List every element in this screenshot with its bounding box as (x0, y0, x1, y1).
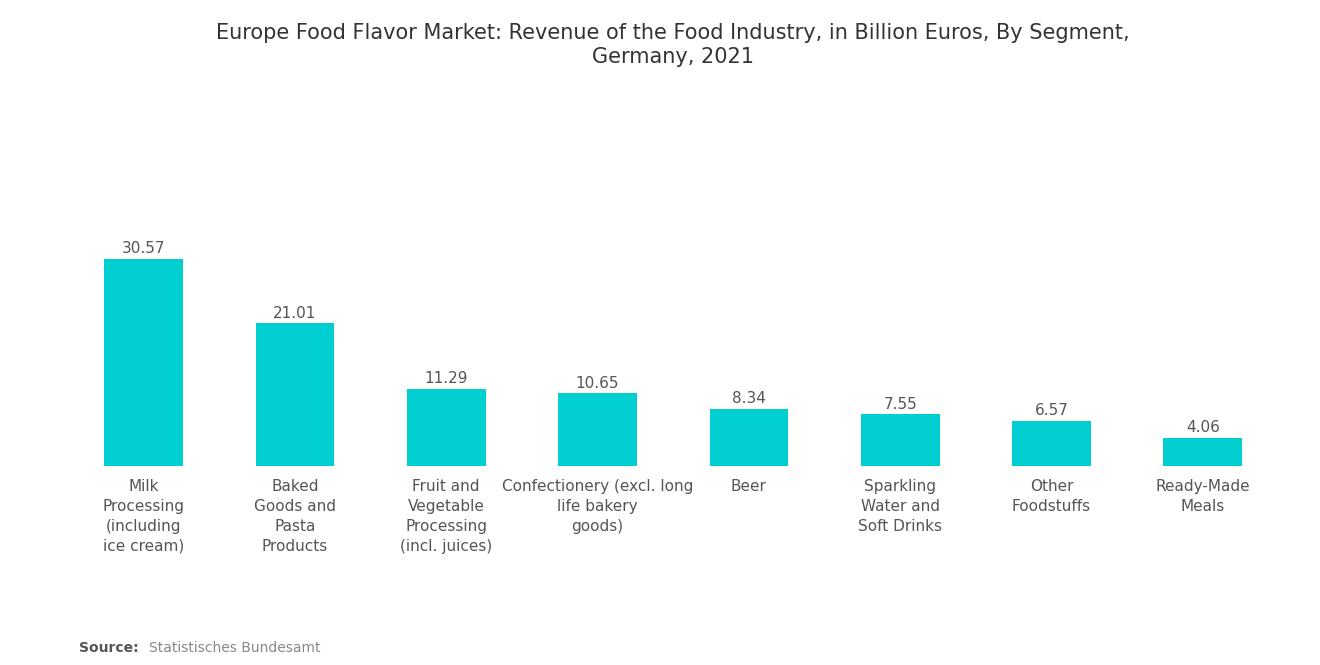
Text: 4.06: 4.06 (1185, 420, 1220, 436)
Bar (710, 409, 788, 465)
Bar (558, 394, 636, 466)
Bar (407, 389, 486, 466)
Bar (861, 414, 940, 466)
Bar (104, 259, 183, 466)
Text: 21.01: 21.01 (273, 305, 317, 321)
Text: Statistisches Bundesamt: Statistisches Bundesamt (149, 641, 321, 655)
Bar (256, 323, 334, 466)
Title: Europe Food Flavor Market: Revenue of the Food Industry, in Billion Euros, By Se: Europe Food Flavor Market: Revenue of th… (216, 23, 1130, 66)
Text: Source:: Source: (79, 641, 139, 655)
Bar (1012, 421, 1090, 465)
Text: 8.34: 8.34 (731, 391, 766, 406)
Text: 30.57: 30.57 (121, 241, 165, 256)
Text: 10.65: 10.65 (576, 376, 619, 390)
Bar (1163, 438, 1242, 465)
Text: 7.55: 7.55 (883, 396, 917, 412)
Text: 11.29: 11.29 (425, 371, 469, 386)
Text: 6.57: 6.57 (1035, 403, 1068, 418)
